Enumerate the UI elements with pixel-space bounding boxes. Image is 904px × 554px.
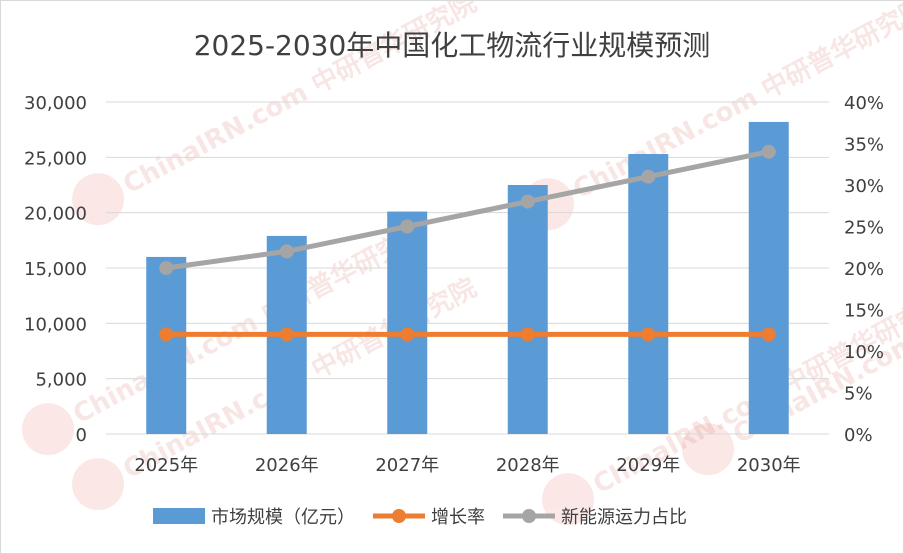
watermark-logo-icon: [682, 423, 735, 476]
right-tick-label: 5%: [844, 384, 873, 405]
legend-swatch-marker: [392, 509, 406, 523]
x-tick-label: 2025年: [134, 455, 198, 476]
series-point: [520, 327, 535, 342]
series-point: [279, 327, 294, 342]
left-tick-label: 0: [76, 425, 87, 446]
series-point: [641, 327, 656, 342]
left-tick-label: 20,000: [24, 204, 87, 225]
series-point: [279, 244, 294, 259]
legend-label: 新能源运力占比: [561, 507, 687, 528]
series-point: [761, 327, 776, 342]
legend: 市场规模（亿元） 增长率 新能源运力占比: [153, 507, 687, 528]
left-axis-ticks: 0 5,000 10,000 15,000 20,000 25,000 30,000: [24, 93, 87, 446]
left-tick-label: 5,000: [35, 370, 87, 391]
x-tick-label: 2026年: [255, 455, 319, 476]
bar: [628, 154, 669, 434]
series-point: [159, 261, 174, 275]
left-tick-label: 15,000: [24, 259, 87, 280]
chart-title: 2025-2030年中国化工物流行业规模预测: [194, 29, 711, 62]
series-point: [641, 169, 656, 184]
x-tick-label: 2027年: [375, 455, 439, 476]
line-series: [159, 144, 776, 342]
bar: [387, 211, 428, 434]
legend-label: 增长率: [431, 507, 485, 528]
left-tick-label: 30,000: [24, 93, 87, 114]
right-tick-label: 30%: [844, 176, 884, 197]
bar-series: [146, 121, 789, 435]
bar: [748, 121, 789, 435]
right-tick-label: 25%: [844, 218, 884, 239]
right-tick-label: 35%: [844, 135, 884, 156]
series-point: [520, 194, 535, 209]
x-axis-ticks: 2025年 2026年 2027年 2028年 2029年 2030年: [134, 455, 800, 476]
x-tick-label: 2029年: [616, 455, 680, 476]
right-tick-label: 15%: [844, 301, 884, 322]
right-tick-label: 40%: [844, 93, 884, 114]
x-tick-label: 2028年: [496, 455, 560, 476]
bar: [146, 256, 187, 434]
series-line: [163, 149, 772, 271]
right-tick-label: 0%: [844, 425, 873, 446]
right-axis-ticks: 0% 5% 10% 15% 20% 25% 30% 35% 40%: [844, 93, 884, 446]
watermark-logo-icon: [542, 473, 595, 526]
series-point: [761, 144, 776, 159]
legend-swatch-marker: [522, 509, 536, 523]
x-tick-label: 2030年: [737, 455, 801, 476]
series-point: [400, 219, 415, 234]
left-tick-label: 10,000: [24, 314, 87, 335]
right-tick-label: 10%: [844, 342, 884, 363]
watermark-logo-icon: [22, 403, 75, 456]
series-point: [400, 327, 415, 342]
right-tick-label: 20%: [844, 259, 884, 280]
left-tick-label: 25,000: [24, 148, 87, 169]
series-point: [159, 327, 174, 342]
bar: [507, 185, 548, 434]
legend-swatch-bar: [153, 508, 205, 524]
watermark-logo-icon: [72, 458, 125, 511]
legend-label: 市场规模（亿元）: [211, 507, 355, 528]
